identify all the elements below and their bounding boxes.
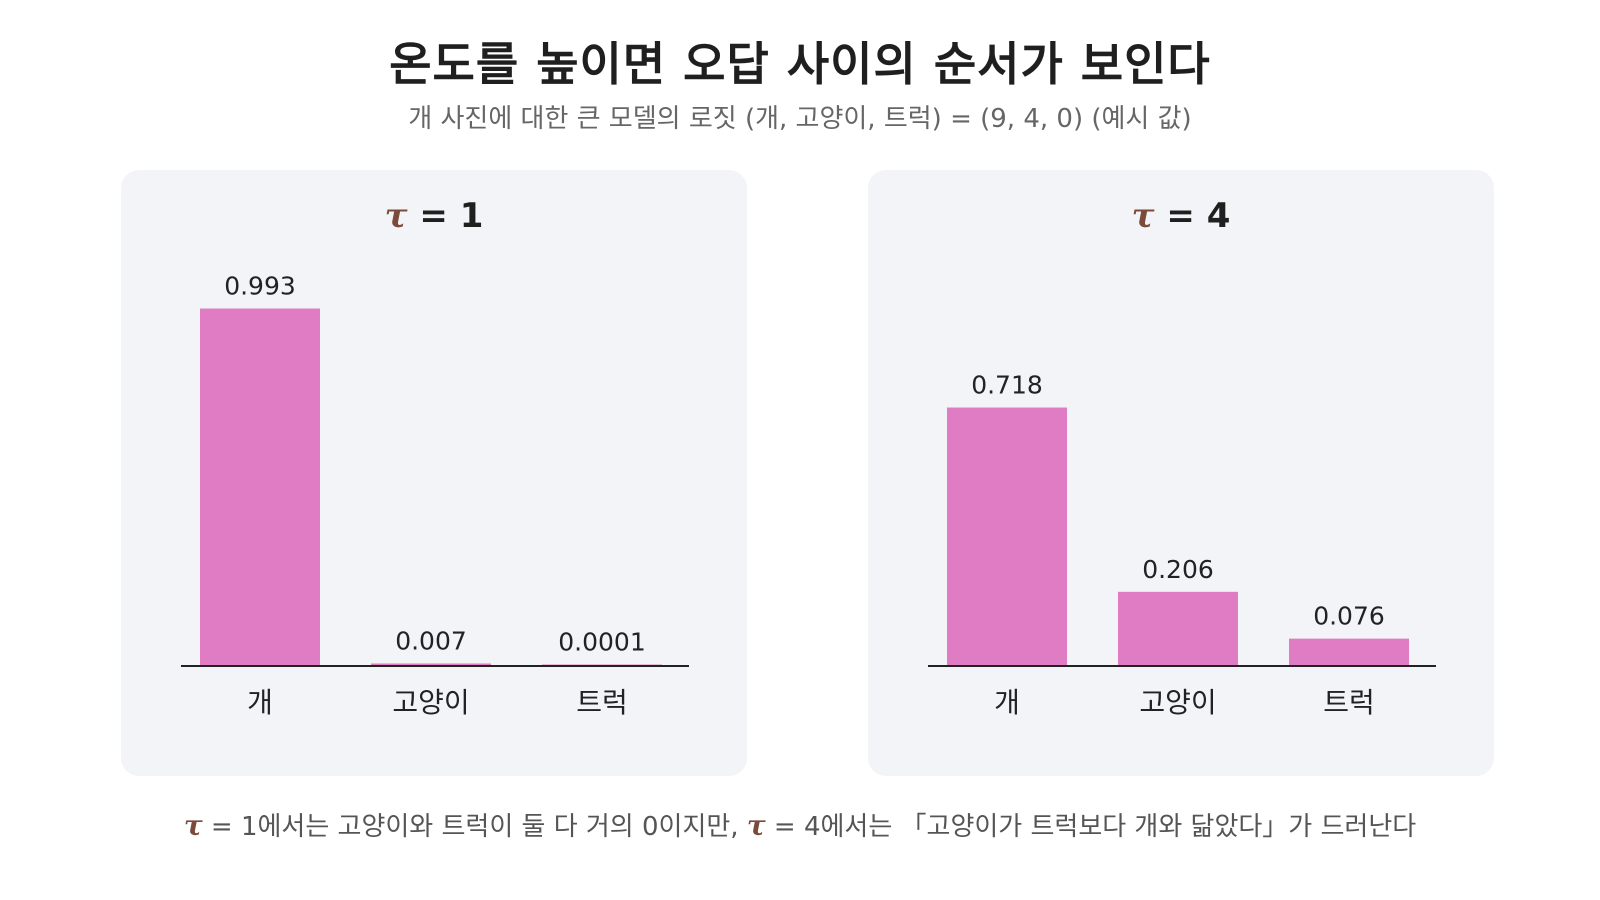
panel-tau-4: τ = 4 0.718 개 0.206 고양이 0.076 트럭	[868, 170, 1494, 776]
x-tick-label: 개	[994, 686, 1020, 719]
bar-value-label: 0.718	[971, 371, 1043, 400]
bar-3	[1289, 638, 1409, 666]
panel-title-value: = 4	[1154, 196, 1231, 236]
panel-title: τ = 4	[868, 196, 1494, 236]
bar-value-label: 0.993	[224, 272, 296, 301]
bar-chart-tau-1: 0.993 개 0.007 고양이 0.0001 트럭	[181, 272, 689, 719]
panel-title-value: = 1	[407, 196, 484, 236]
tau-symbol: τ	[1131, 196, 1155, 236]
x-tick-label: 트럭	[1323, 686, 1375, 719]
tau-symbol: τ	[746, 809, 766, 842]
x-tick-label: 개	[247, 686, 273, 719]
bar-1	[200, 308, 320, 666]
x-tick-label: 트럭	[576, 686, 628, 719]
bar-value-label: 0.206	[1142, 555, 1214, 584]
footnote-part-2: = 4에서는 「고양이가 트럭보다 개와 닮았다」가 드러난다	[765, 812, 1417, 842]
panel-title: τ = 1	[121, 196, 747, 236]
bar-value-label: 0.076	[1313, 602, 1385, 631]
tau-symbol: τ	[384, 196, 408, 236]
bar-value-label: 0.0001	[558, 628, 645, 657]
tau-symbol: τ	[183, 809, 203, 842]
bar-value-label: 0.007	[395, 626, 467, 655]
footnote-part-1: = 1에서는 고양이와 트럭이 둘 다 거의 0이지만,	[202, 812, 747, 842]
footnote: τ = 1에서는 고양이와 트럭이 둘 다 거의 0이지만, τ = 4에서는 …	[0, 806, 1600, 843]
bar-1	[947, 407, 1067, 666]
bar-2	[371, 663, 491, 666]
bar-chart-tau-4: 0.718 개 0.206 고양이 0.076 트럭	[928, 371, 1436, 719]
chart-title: 온도를 높이면 오답 사이의 순서가 보인다	[389, 37, 1211, 91]
x-tick-label: 고양이	[1139, 686, 1216, 719]
bar-2	[1118, 591, 1238, 666]
panel-tau-1: τ = 1 0.993 개 0.007 고양이 0.0001 트럭	[121, 170, 747, 776]
x-tick-label: 고양이	[392, 686, 469, 719]
chart-subtitle: 개 사진에 대한 큰 모델의 로짓 (개, 고양이, 트럭) = (9, 4, …	[408, 104, 1192, 134]
